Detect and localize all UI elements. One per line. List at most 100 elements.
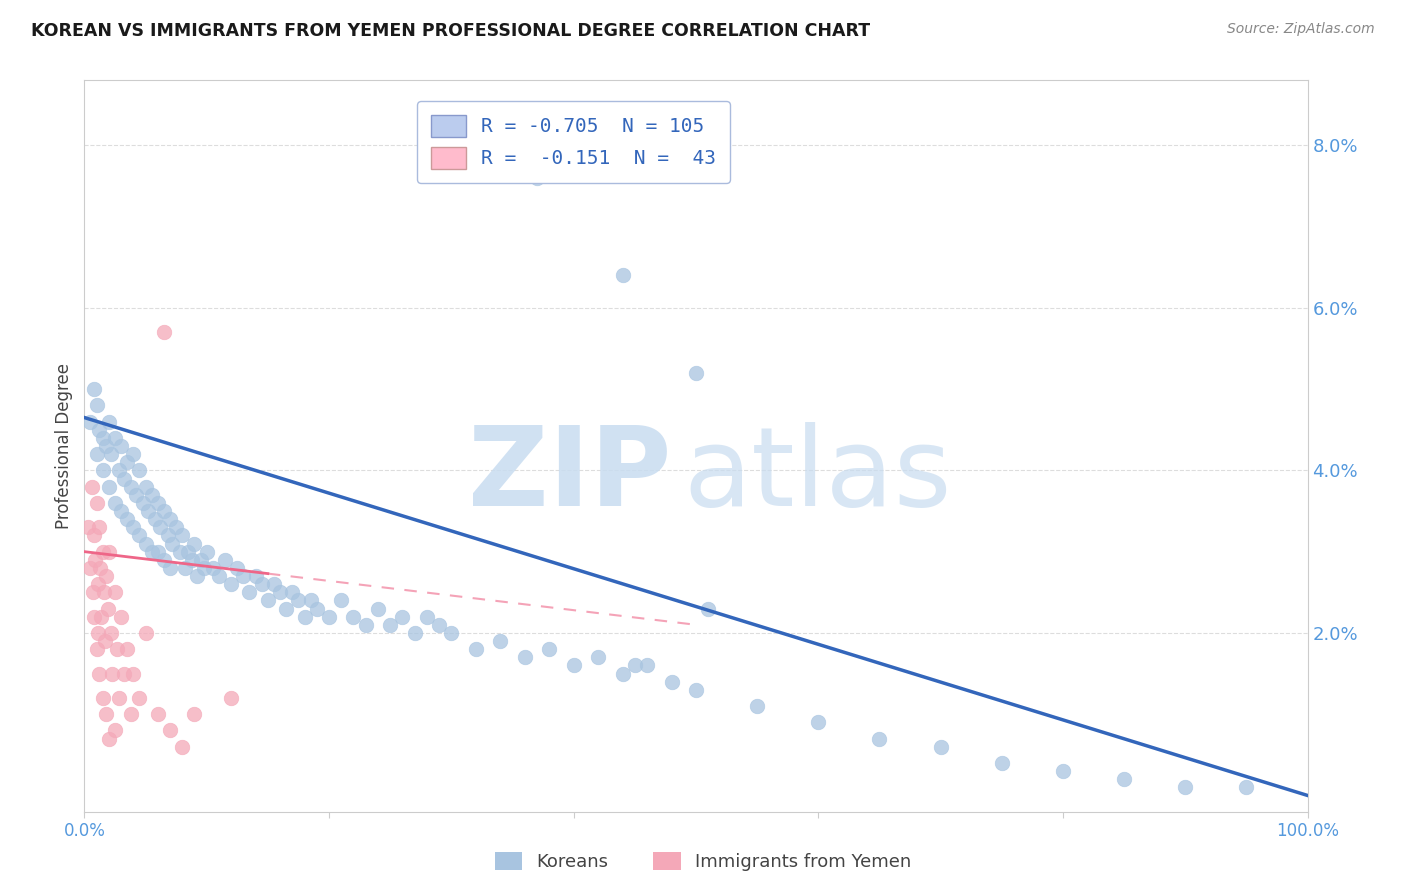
Point bbox=[186, 569, 208, 583]
Point bbox=[318, 609, 340, 624]
Point bbox=[169, 544, 191, 558]
Point bbox=[97, 601, 120, 615]
Point bbox=[107, 463, 129, 477]
Point bbox=[165, 520, 187, 534]
Point bbox=[208, 569, 231, 583]
Point bbox=[101, 666, 124, 681]
Point bbox=[97, 731, 120, 746]
Point bbox=[991, 756, 1014, 770]
Point bbox=[181, 553, 204, 567]
Point bbox=[162, 536, 184, 550]
Point bbox=[128, 463, 150, 477]
Legend: R = -0.705  N = 105, R =  -0.151  N =  43: R = -0.705 N = 105, R = -0.151 N = 43 bbox=[418, 101, 730, 183]
Point bbox=[128, 528, 150, 542]
Point bbox=[80, 480, 103, 494]
Point bbox=[135, 536, 157, 550]
Point bbox=[685, 366, 707, 380]
Point bbox=[172, 528, 194, 542]
Point bbox=[269, 585, 291, 599]
Point bbox=[232, 569, 254, 583]
Point bbox=[183, 707, 205, 722]
Point bbox=[153, 504, 176, 518]
Point bbox=[115, 512, 138, 526]
Point bbox=[354, 617, 377, 632]
Point bbox=[94, 634, 117, 648]
Point bbox=[538, 642, 561, 657]
Point bbox=[96, 707, 118, 722]
Point bbox=[87, 577, 110, 591]
Point bbox=[159, 512, 181, 526]
Point bbox=[416, 609, 439, 624]
Point bbox=[624, 658, 647, 673]
Point bbox=[464, 642, 486, 657]
Point bbox=[91, 463, 114, 477]
Point bbox=[156, 528, 179, 542]
Point bbox=[257, 593, 280, 607]
Point bbox=[869, 731, 891, 746]
Point bbox=[87, 666, 110, 681]
Point bbox=[661, 674, 683, 689]
Point bbox=[153, 325, 176, 339]
Point bbox=[636, 658, 658, 673]
Point bbox=[250, 577, 273, 591]
Point bbox=[83, 609, 105, 624]
Point bbox=[87, 626, 110, 640]
Point bbox=[380, 617, 402, 632]
Point bbox=[276, 601, 298, 615]
Point bbox=[287, 593, 309, 607]
Point bbox=[141, 544, 163, 558]
Point bbox=[77, 520, 100, 534]
Point bbox=[489, 634, 512, 648]
Point bbox=[112, 666, 135, 681]
Point bbox=[404, 626, 426, 640]
Point bbox=[747, 699, 769, 714]
Point bbox=[219, 577, 242, 591]
Point bbox=[238, 585, 260, 599]
Point bbox=[342, 609, 364, 624]
Point bbox=[79, 415, 101, 429]
Text: Source: ZipAtlas.com: Source: ZipAtlas.com bbox=[1227, 22, 1375, 37]
Point bbox=[146, 707, 169, 722]
Point bbox=[172, 739, 194, 754]
Point bbox=[149, 520, 172, 534]
Point bbox=[159, 723, 181, 738]
Point bbox=[562, 658, 585, 673]
Point bbox=[929, 739, 952, 754]
Point bbox=[214, 553, 236, 567]
Point bbox=[141, 488, 163, 502]
Point bbox=[193, 561, 215, 575]
Point bbox=[697, 601, 720, 615]
Point bbox=[115, 455, 138, 469]
Point bbox=[90, 609, 112, 624]
Point bbox=[128, 690, 150, 705]
Text: ZIP: ZIP bbox=[468, 422, 672, 529]
Point bbox=[97, 480, 120, 494]
Point bbox=[367, 601, 389, 615]
Point bbox=[173, 561, 195, 575]
Point bbox=[86, 642, 108, 657]
Point bbox=[219, 690, 242, 705]
Point bbox=[120, 707, 142, 722]
Point bbox=[93, 585, 115, 599]
Point bbox=[526, 170, 548, 185]
Point bbox=[87, 520, 110, 534]
Point bbox=[391, 609, 413, 624]
Point bbox=[226, 561, 249, 575]
Point bbox=[1052, 764, 1074, 778]
Point bbox=[146, 496, 169, 510]
Point bbox=[195, 544, 218, 558]
Point bbox=[110, 609, 132, 624]
Point bbox=[104, 585, 127, 599]
Point bbox=[105, 642, 128, 657]
Point bbox=[143, 512, 166, 526]
Point bbox=[84, 553, 107, 567]
Point bbox=[79, 561, 101, 575]
Point bbox=[685, 682, 707, 697]
Point bbox=[183, 536, 205, 550]
Point bbox=[146, 544, 169, 558]
Point bbox=[153, 553, 176, 567]
Point bbox=[299, 593, 322, 607]
Point bbox=[1114, 772, 1136, 787]
Point bbox=[807, 715, 830, 730]
Point bbox=[91, 431, 114, 445]
